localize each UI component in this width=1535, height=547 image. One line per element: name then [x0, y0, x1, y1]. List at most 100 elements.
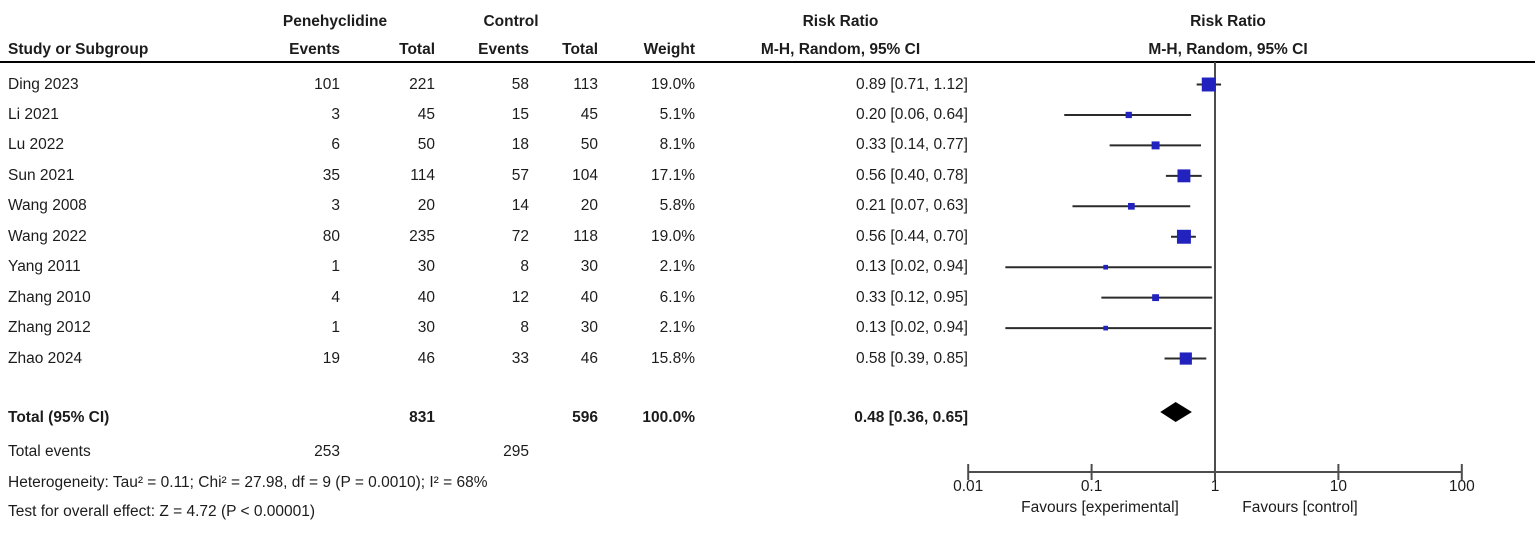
experimental-events: 35 — [322, 166, 340, 184]
point-estimate-marker — [1201, 77, 1216, 92]
risk-ratio-column-title: Risk Ratio — [802, 13, 879, 30]
study-weight: 5.1% — [659, 105, 695, 123]
control-total: 30 — [580, 258, 598, 276]
favours-experimental-label: Favours [experimental] — [1021, 499, 1179, 516]
experimental-total: 40 — [417, 288, 435, 306]
study-row: Zhang 2012 1 30 8 30 2.1% 0.13 [0.02, 0.94] — [0, 313, 1535, 343]
experimental-events: 19 — [322, 349, 340, 367]
total-label: Total (95% CI) — [8, 409, 110, 426]
study-row: Yang 2011 1 30 8 30 2.1% 0.13 [0.02, 0.94] — [0, 252, 1535, 282]
point-estimate-marker — [1128, 202, 1135, 210]
overall-effect-test: Test for overall effect: Z = 4.72 (P < 0… — [8, 503, 316, 520]
total-weight: 100.0% — [642, 409, 695, 426]
control-total: 113 — [573, 75, 598, 93]
point-estimate-marker — [1177, 169, 1191, 183]
study-name: Zhang 2010 — [8, 288, 91, 306]
control-events: 72 — [511, 227, 529, 245]
experimental-total: 45 — [417, 105, 435, 123]
control-events: 58 — [511, 75, 529, 93]
study-risk-ratio-ci: 0.20 [0.06, 0.64] — [855, 105, 968, 123]
study-weight: 17.1% — [651, 166, 695, 184]
risk-ratio-plot-title: Risk Ratio — [1190, 13, 1266, 30]
control-events: 12 — [511, 288, 529, 306]
study-risk-ratio-ci: 0.89 [0.71, 1.12] — [855, 75, 968, 93]
study-weight: 5.8% — [659, 197, 695, 215]
experimental-total: 221 — [409, 75, 435, 93]
study-row: Ding 2023 101 221 58 113 19.0% 0.89 [0.71, 1.1… — [0, 70, 1535, 100]
experimental-events: 3 — [331, 197, 340, 215]
summary-diamond — [1160, 402, 1192, 422]
experimental-total: 20 — [417, 197, 435, 215]
point-estimate-marker — [1125, 111, 1132, 119]
axis-tick-label: 10 — [1329, 478, 1348, 495]
study-row: Zhang 2010 4 40 12 40 6.1% 0.33 [0.12, 0.95] — [0, 283, 1535, 313]
study-name: Li 2021 — [8, 105, 59, 123]
study-name: Wang 2022 — [8, 227, 87, 245]
study-column-header: Study or Subgroup — [8, 41, 149, 58]
weight-column-header: Weight — [643, 41, 695, 58]
experimental-events: 1 — [331, 258, 340, 276]
column-header-row: Study or Subgroup Events Total Events To… — [0, 40, 1535, 60]
total-events-row: Total events 253 295 — [0, 437, 1535, 467]
total-row: Total (95% CI) 831 596 100.0% 0.48 [0.36… — [0, 403, 1535, 433]
study-name: Zhao 2024 — [8, 349, 83, 367]
control-total: 20 — [580, 197, 598, 215]
experimental-events: 1 — [331, 319, 340, 337]
study-risk-ratio-ci: 0.33 [0.14, 0.77] — [855, 136, 968, 154]
experimental-events: 4 — [331, 288, 340, 306]
control-total: 118 — [573, 227, 598, 245]
point-estimate-marker — [1103, 264, 1108, 270]
study-row: Li 2021 3 45 15 45 5.1% 0.20 [0.06, 0.64] — [0, 100, 1535, 130]
control-total-column-header: Total — [562, 41, 598, 58]
control-total: 50 — [580, 136, 598, 154]
study-weight: 6.1% — [659, 288, 695, 306]
control-events: 57 — [511, 166, 529, 184]
study-risk-ratio-ci: 0.56 [0.40, 0.78] — [855, 166, 968, 184]
experimental-total-column-header: Total — [399, 41, 435, 58]
study-row: Wang 2022 80 235 72 118 19.0% 0.56 [0.44, 0.70… — [0, 222, 1535, 252]
control-events: 8 — [520, 258, 529, 276]
experimental-total: 46 — [417, 349, 435, 367]
risk-ratio-column-subtitle: M-H, Random, 95% CI — [760, 41, 921, 58]
study-row: Wang 2008 3 20 14 20 5.8% 0.21 [0.07, 0.63] — [0, 191, 1535, 221]
axis-tick-label: 0.01 — [953, 478, 984, 495]
axis-tick-label: 0.1 — [1080, 478, 1103, 495]
experimental-total: 114 — [410, 166, 435, 184]
group-header-control: Control — [483, 13, 539, 30]
study-risk-ratio-ci: 0.21 [0.07, 0.63] — [855, 197, 968, 215]
experimental-total: 30 — [417, 258, 435, 276]
axis-tick-label: 1 — [1210, 478, 1220, 495]
control-events-column-header: Events — [478, 41, 529, 58]
study-risk-ratio-ci: 0.56 [0.44, 0.70] — [855, 227, 968, 245]
study-weight: 8.1% — [659, 136, 695, 154]
control-total: 104 — [572, 166, 598, 184]
study-name: Yang 2011 — [8, 258, 81, 276]
heterogeneity-statistics: Heterogeneity: Tau² = 0.11; Chi² = 27.98… — [8, 474, 488, 491]
experimental-events: 3 — [331, 105, 340, 123]
favours-control-label: Favours [control] — [1242, 499, 1358, 516]
control-total: 30 — [580, 319, 598, 337]
point-estimate-marker — [1152, 294, 1160, 302]
point-estimate-marker — [1151, 141, 1160, 150]
study-weight: 19.0% — [651, 227, 695, 245]
study-risk-ratio-ci: 0.58 [0.39, 0.85] — [855, 349, 968, 367]
experimental-total: 30 — [417, 319, 435, 337]
study-row: Zhao 2024 19 46 33 46 15.8% 0.58 [0.39, 0.85] — [0, 344, 1535, 374]
control-events: 14 — [511, 197, 529, 215]
point-estimate-marker — [1176, 229, 1191, 244]
study-row: Sun 2021 35 114 57 104 17.1% 0.56 [0.40, 0.78] — [0, 161, 1535, 191]
study-risk-ratio-ci: 0.33 [0.12, 0.95] — [855, 288, 968, 306]
group-header-experimental: Penehyclidine — [282, 13, 388, 30]
experimental-events: 101 — [314, 75, 340, 93]
risk-ratio-plot-subtitle: M-H, Random, 95% CI — [1148, 41, 1308, 58]
control-total: 46 — [580, 349, 598, 367]
study-name: Ding 2023 — [8, 75, 79, 93]
study-name: Wang 2008 — [8, 197, 87, 215]
control-events: 18 — [511, 136, 529, 154]
study-risk-ratio-ci: 0.13 [0.02, 0.94] — [855, 319, 968, 337]
axis-tick-label: 100 — [1448, 478, 1475, 495]
study-name: Sun 2021 — [8, 166, 75, 184]
control-events: 33 — [511, 349, 529, 367]
